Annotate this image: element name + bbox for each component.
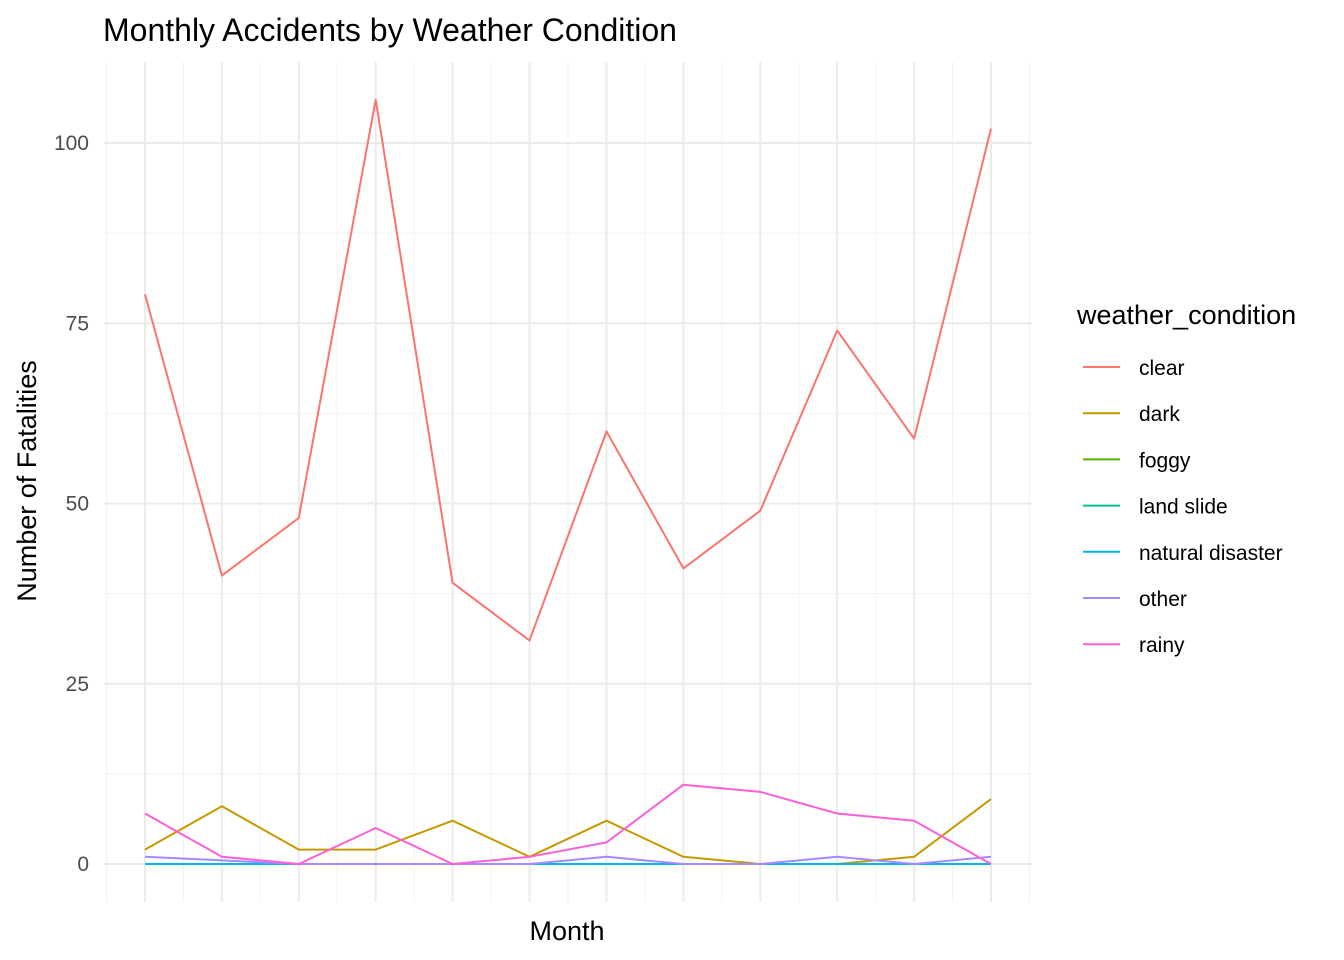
- legend-item-natural-disaster: natural disaster: [1083, 542, 1283, 565]
- legend-item-other: other: [1083, 588, 1187, 611]
- chart-title: Monthly Accidents by Weather Condition: [103, 12, 677, 48]
- y-tick-label: 25: [66, 673, 89, 696]
- y-tick-label: 50: [66, 493, 89, 516]
- legend-item-land-slide: land slide: [1083, 496, 1228, 519]
- series-line-rainy: [144, 783, 992, 865]
- legend-title: weather_condition: [1076, 300, 1296, 330]
- legend: weather_condition clear dark foggy land sli…: [1076, 300, 1296, 657]
- legend-item-dark: dark: [1083, 403, 1180, 426]
- legend-items: clear dark foggy land slide natural disaster…: [1083, 357, 1283, 657]
- x-axis-title: Month: [529, 916, 604, 946]
- grid: [104, 62, 1032, 902]
- legend-label: rainy: [1139, 634, 1185, 657]
- legend-label: natural disaster: [1139, 542, 1283, 565]
- series-line-clear: [144, 98, 992, 642]
- y-tick-label: 100: [54, 132, 89, 155]
- legend-label: clear: [1139, 357, 1185, 380]
- series-line-dark: [144, 798, 992, 865]
- y-axis-ticks: 0 25 50 75 100: [54, 132, 89, 876]
- legend-label: land slide: [1139, 496, 1228, 519]
- legend-label: foggy: [1139, 449, 1191, 472]
- legend-label: dark: [1139, 403, 1180, 426]
- legend-label: other: [1139, 588, 1187, 611]
- y-axis-title: Number of Fatalities: [12, 360, 42, 602]
- y-tick-label: 0: [77, 853, 89, 876]
- legend-item-foggy: foggy: [1083, 449, 1191, 472]
- y-tick-label: 75: [66, 312, 89, 335]
- legend-item-rainy: rainy: [1083, 634, 1185, 657]
- legend-item-clear: clear: [1083, 357, 1185, 380]
- series-lines: [144, 98, 992, 865]
